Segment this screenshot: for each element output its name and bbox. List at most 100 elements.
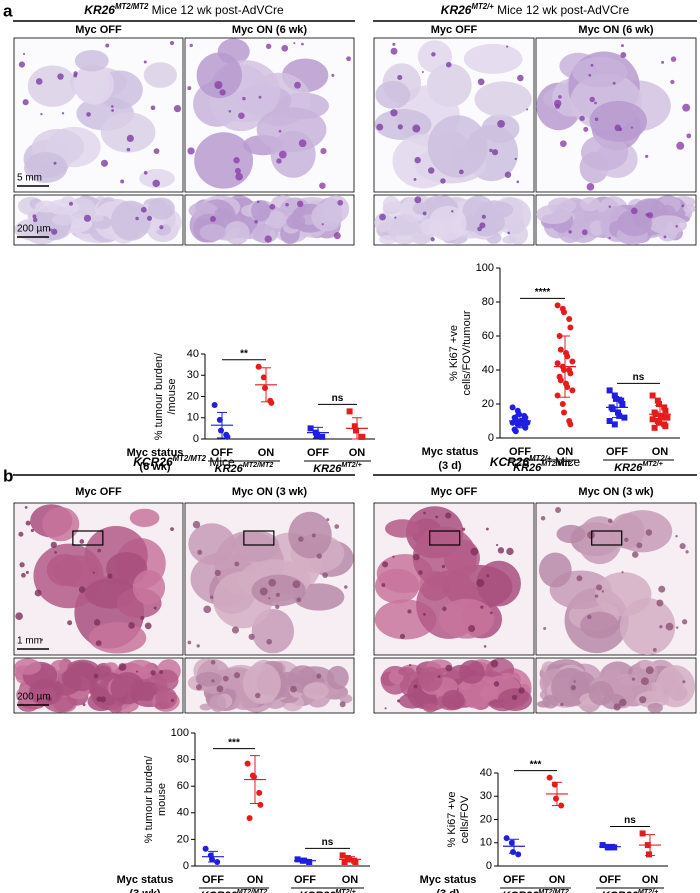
y-tick-label: 80 [482, 296, 494, 308]
stain [293, 42, 296, 45]
stain [412, 124, 421, 133]
x-tick-label: OFF [606, 446, 628, 458]
stain [82, 703, 86, 707]
stain [390, 109, 398, 117]
tissue [266, 210, 287, 229]
stain [636, 542, 643, 549]
stain [320, 148, 327, 155]
stain [298, 139, 307, 148]
stain [675, 534, 678, 538]
stain [159, 669, 164, 674]
stain [414, 156, 421, 164]
stain [427, 167, 435, 174]
tissue [418, 666, 443, 692]
stain [583, 126, 589, 132]
tissue [474, 81, 532, 118]
stain [189, 43, 193, 48]
scale-bar-label: 200 µm [17, 224, 51, 235]
tissue [570, 221, 589, 232]
data-point [566, 316, 573, 322]
tissue [139, 168, 175, 188]
stain [470, 547, 479, 556]
tissue [251, 574, 306, 607]
tissue [74, 49, 109, 72]
data-point [569, 358, 576, 365]
data-point [618, 397, 625, 404]
stain [392, 42, 396, 46]
tissue [616, 209, 653, 237]
stain [586, 183, 595, 191]
stain [278, 129, 282, 133]
stain [675, 626, 679, 629]
tissue [398, 666, 415, 677]
stain [107, 573, 113, 579]
stain [516, 180, 520, 184]
stain [153, 606, 157, 610]
stain [254, 220, 258, 224]
stain [210, 595, 214, 599]
stain [126, 134, 134, 143]
stain [595, 584, 603, 591]
data-point [646, 851, 652, 858]
tissue [612, 510, 673, 553]
stain [140, 206, 147, 213]
stain [652, 647, 657, 652]
stain [559, 140, 567, 148]
stain [35, 78, 43, 85]
stain [543, 627, 547, 631]
data-point [616, 412, 623, 419]
data-point [621, 414, 628, 421]
group-label: KCR26MT2/MT2 [201, 888, 268, 893]
tissue [655, 665, 696, 708]
x-tick-label: OFF [599, 874, 621, 886]
stain [321, 223, 324, 226]
data-point [244, 760, 251, 767]
stain [268, 578, 277, 587]
x-row-label: Myc status [127, 447, 184, 459]
data-point [224, 433, 231, 440]
y-axis-label: mouse [156, 783, 168, 816]
stain [238, 112, 245, 120]
stain [594, 594, 599, 598]
data-point [567, 421, 574, 428]
data-point [352, 859, 359, 866]
x-tick-label: ON [549, 874, 566, 886]
stain [476, 578, 485, 587]
stain [144, 622, 152, 630]
stain [612, 81, 616, 85]
column-title-base: KCR26 [133, 455, 173, 469]
stain [445, 664, 453, 672]
stain [399, 633, 406, 639]
stain [647, 212, 654, 219]
column-title-rest: Mice [552, 455, 581, 469]
column-title: KCR26MT2/+ Mice [490, 454, 581, 469]
stain [686, 133, 692, 139]
stain [78, 586, 86, 593]
tissue [374, 568, 420, 604]
tissue [647, 702, 663, 713]
stain [50, 541, 57, 548]
y-tick-label: 0 [193, 433, 199, 445]
stain [24, 505, 28, 509]
column-title: KCR26MT2/MT2 Mice [133, 454, 235, 469]
tissue [129, 508, 160, 527]
stain [640, 677, 649, 686]
stain [222, 675, 229, 682]
stain [95, 640, 102, 646]
stain [192, 520, 201, 529]
x-tick-label: OFF [503, 874, 525, 886]
stain [663, 235, 667, 239]
data-point [546, 774, 553, 781]
stain [588, 73, 592, 77]
stain [111, 109, 114, 112]
stain [22, 99, 29, 106]
y-axis-label: cells/FOV/tumour [461, 310, 473, 395]
tissue [538, 552, 572, 588]
data-point [606, 387, 613, 394]
y-tick-label: 80 [177, 754, 189, 766]
stain [79, 539, 85, 544]
stain [468, 625, 476, 633]
stain [296, 597, 302, 603]
data-point [649, 416, 656, 423]
tissue [88, 622, 147, 654]
